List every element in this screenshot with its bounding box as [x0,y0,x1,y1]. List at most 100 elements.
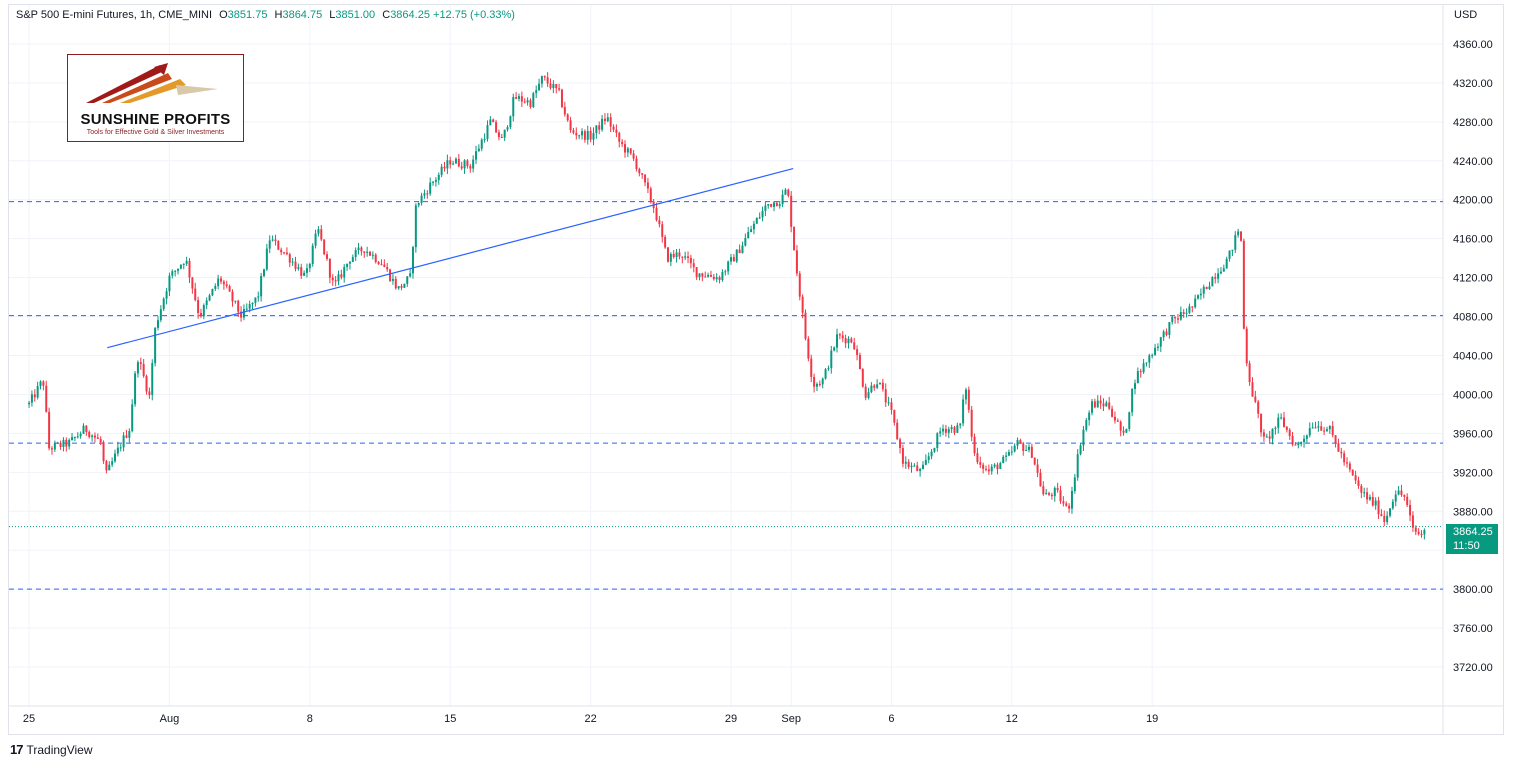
tradingview-branding[interactable]: 17 TradingView [10,742,93,757]
candle-body [1386,515,1389,522]
candle-body [366,251,369,253]
candle-body [581,131,584,136]
last-price-label: 3864.25 11:50 [1446,524,1498,554]
candle-body [1007,452,1010,456]
candle-body [134,373,137,405]
candle-body [1260,413,1263,433]
candle-body [446,160,449,169]
candle-body [1406,496,1409,505]
candle-body [280,249,283,253]
candle-body [389,269,392,281]
candle-body [1317,426,1320,428]
candle-body [334,280,337,282]
trend-line [107,167,794,349]
candle-body [1073,477,1076,492]
candle-body [440,166,443,175]
candle-body [704,276,707,278]
candle-body [641,173,644,175]
chart-legend: S&P 500 E-mini Futures, 1h, CME_MINI O38… [16,9,515,21]
candle-body [211,288,214,296]
candle-body [738,249,741,254]
candle-body [563,106,566,115]
candle-body [947,429,950,433]
candle-body [890,402,893,410]
change-value: +12.75 (+0.33%) [433,9,515,21]
candle-body [1096,400,1099,408]
candle-body [1366,492,1369,500]
candle-body [48,411,51,449]
candle-body [818,383,821,385]
candle-body [744,238,747,246]
candle-body [357,247,360,251]
candle-body [752,223,755,230]
candle-body [28,402,31,405]
candle-body [1268,436,1271,439]
candle-body [1337,443,1340,452]
candle-body [45,385,48,412]
high-label: H [274,9,283,21]
candle-body [1288,429,1291,436]
candle-body [1050,494,1053,497]
candle-body [747,232,750,239]
candle-body [154,327,157,364]
candle-body [320,229,323,240]
candle-body [815,383,818,387]
candle-body [767,204,770,206]
candle-body [326,254,329,259]
candle-body [953,427,956,433]
candle-body [102,442,105,462]
candle-body [701,273,704,277]
candle-body [497,132,500,138]
candle-body [128,431,131,438]
candle-body [1271,428,1274,439]
y-tick-label: 4360.00 [1453,39,1493,51]
candle-body [1325,429,1328,431]
candle-body [687,256,690,258]
candle-body [73,437,76,439]
candle-body [924,459,927,465]
y-tick-label: 4000.00 [1453,389,1493,401]
candle-body [689,257,692,264]
candle-body [999,463,1002,470]
candle-body [856,349,859,355]
candle-body [331,277,334,281]
candle-body [317,229,320,234]
y-tick-label: 3720.00 [1453,662,1493,674]
candle-body [987,469,990,472]
symbol-title: S&P 500 E-mini Futures, 1h, CME_MINI [16,9,213,21]
candle-body [661,224,664,237]
candle-body [214,286,217,289]
candle-body [495,122,498,133]
candle-body [503,129,506,138]
candle-body [174,270,177,272]
candle-body [460,166,463,169]
candle-body [182,263,185,265]
candle-body [1142,363,1145,373]
bar-countdown: 11:50 [1453,540,1480,552]
candle-body [463,160,466,169]
candle-body [543,76,546,78]
candle-body [1030,446,1033,458]
candle-body [838,334,841,336]
candle-body [242,308,245,318]
candle-body [990,466,993,472]
candle-body [586,130,589,140]
candle-body [950,427,953,430]
candle-body [1159,337,1162,347]
candle-body [864,386,867,398]
candle-body [489,119,492,126]
candle-body [1131,388,1134,413]
candle-body [179,264,182,269]
candle-body [434,179,437,182]
x-tick-label: 6 [888,713,894,725]
candle-body [727,261,730,272]
x-tick-label: 29 [725,713,737,725]
candle-body [297,267,300,269]
candle-body [1105,402,1108,407]
candle-body [1219,271,1222,274]
logo-name: SUNSHINE PROFITS [80,111,231,128]
candle-body [583,131,586,140]
x-tick-label: 8 [307,713,313,725]
candle-body [294,261,297,269]
